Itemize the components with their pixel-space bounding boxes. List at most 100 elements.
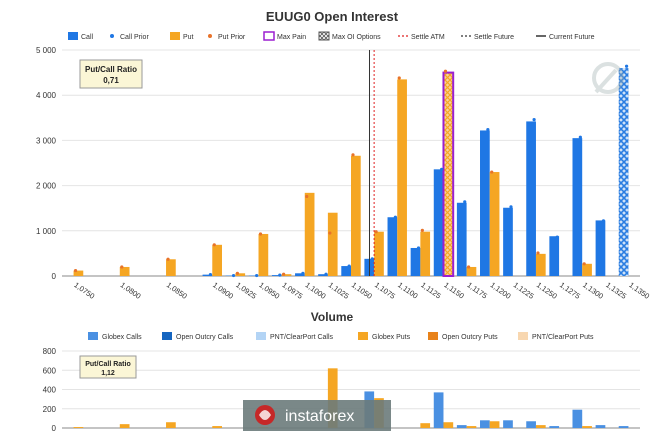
legend-swatch bbox=[358, 332, 368, 340]
volume-chart-title: Volume bbox=[311, 310, 354, 324]
oi-put-prior-dot bbox=[398, 76, 401, 79]
oi-legend-item-settle-future: Settle Future bbox=[461, 34, 514, 41]
oi-call-bar bbox=[503, 208, 513, 276]
legend-swatch bbox=[256, 332, 266, 340]
oi-legend-item-max-pain: Max Pain bbox=[264, 32, 306, 41]
oi-call-prior-dot bbox=[440, 168, 443, 171]
volume-ytick-label: 800 bbox=[43, 347, 57, 356]
oi-legend-item-settle-atm: Settle ATM bbox=[398, 34, 445, 41]
oi-put-prior-dot bbox=[282, 273, 285, 276]
legend-label: Put bbox=[183, 34, 194, 41]
legend-label: PNT/ClearPort Calls bbox=[270, 334, 334, 341]
oi-put-bar bbox=[420, 232, 430, 276]
volume-legend-item-pnt-clearport-puts: PNT/ClearPort Puts bbox=[518, 332, 594, 341]
oi-legend-item-max-oi-options: Max OI Options bbox=[319, 32, 381, 41]
legend-label: Globex Puts bbox=[372, 334, 411, 341]
oi-put-bar bbox=[443, 73, 453, 276]
oi-xtick-label: 1,1025 bbox=[327, 280, 351, 301]
volume-put-bar bbox=[120, 424, 130, 428]
oi-put-prior-dot bbox=[213, 243, 216, 246]
oi-xtick-label: 1,1150 bbox=[442, 280, 466, 300]
oi-xtick-label: 1,1300 bbox=[581, 280, 605, 301]
oi-call-bar bbox=[434, 169, 444, 276]
oi-call-bar bbox=[526, 121, 536, 276]
legend-swatch bbox=[68, 32, 78, 40]
oi-put-bar bbox=[328, 213, 338, 276]
oi-put-prior-dot bbox=[120, 265, 123, 268]
volume-put-bar bbox=[420, 423, 430, 428]
chart-logo-icon bbox=[594, 64, 622, 92]
volume-legend-item-globex-calls: Globex Calls bbox=[88, 332, 142, 341]
oi-put-prior-dot bbox=[166, 258, 169, 261]
volume-legend-item-pnt-clearport-calls: PNT/ClearPort Calls bbox=[256, 332, 334, 341]
oi-call-prior-dot bbox=[533, 118, 536, 121]
legend-swatch bbox=[88, 332, 98, 340]
instaforex-logo-icon bbox=[255, 405, 275, 425]
volume-call-bar bbox=[503, 420, 513, 428]
oi-xtick-label: 1,1200 bbox=[489, 280, 513, 301]
volume-call-bar bbox=[457, 425, 467, 428]
oi-xtick-label: 1,0750 bbox=[72, 280, 96, 301]
oi-xtick-label: 1,1350 bbox=[627, 280, 651, 301]
volume-call-bar bbox=[549, 426, 559, 428]
oi-xtick-label: 1,1250 bbox=[535, 280, 559, 301]
oi-put-bar bbox=[305, 193, 315, 276]
oi-xtick-label: 1,0800 bbox=[119, 280, 143, 301]
oi-reference-lines bbox=[369, 50, 374, 276]
legend-label: Max OI Options bbox=[332, 34, 381, 41]
oi-call-prior-dot bbox=[371, 257, 374, 260]
volume-legend-item-globex-puts: Globex Puts bbox=[358, 332, 411, 341]
oi-xtick-label: 1,0925 bbox=[234, 280, 258, 301]
oi-ytick-label: 2 000 bbox=[36, 182, 57, 191]
oi-ytick-label: 4 000 bbox=[36, 91, 57, 100]
oi-xtick-label: 1,1325 bbox=[604, 280, 628, 301]
oi-chart-title: EUUG0 Open Interest bbox=[266, 9, 399, 24]
legend-label: Settle ATM bbox=[411, 34, 445, 41]
oi-ratio-value: 0,71 bbox=[103, 76, 119, 85]
volume-legend-item-open-outcry-calls: Open Outcry Calls bbox=[162, 332, 234, 341]
oi-put-bar bbox=[212, 245, 222, 276]
oi-xtick-label: 1,1050 bbox=[350, 280, 374, 301]
oi-call-prior-dot bbox=[394, 216, 397, 219]
volume-put-bar bbox=[212, 426, 222, 428]
oi-put-prior-dot bbox=[74, 269, 77, 272]
volume-ratio-box: Put/Call Ratio 1,12 bbox=[80, 356, 136, 378]
volume-ytick-label: 400 bbox=[43, 386, 57, 395]
oi-put-prior-dot bbox=[444, 70, 447, 73]
legend-label: PNT/ClearPort Puts bbox=[532, 334, 594, 341]
oi-legend: Call Call Prior Put Put Prior Max Pain Max OI… bbox=[68, 32, 595, 41]
legend-label: Open Outcry Puts bbox=[442, 334, 498, 341]
legend-label: Current Future bbox=[549, 34, 595, 41]
volume-put-bar bbox=[166, 422, 176, 428]
oi-xtick-label: 1,0950 bbox=[257, 280, 281, 301]
oi-xtick-label: 1,0850 bbox=[165, 280, 189, 301]
legend-swatch bbox=[208, 34, 212, 38]
legend-label: Put Prior bbox=[218, 34, 246, 41]
oi-call-bar bbox=[457, 203, 467, 276]
oi-call-prior-dot bbox=[463, 200, 466, 203]
volume-put-bar bbox=[443, 422, 453, 428]
legend-label: Settle Future bbox=[474, 34, 514, 41]
oi-put-bar bbox=[166, 259, 176, 276]
oi-legend-item-put-prior: Put Prior bbox=[208, 34, 246, 41]
oi-xtick-label: 1,1275 bbox=[558, 280, 582, 301]
oi-legend-item-put: Put bbox=[170, 32, 194, 41]
oi-put-prior-dot bbox=[328, 231, 331, 234]
oi-call-prior-dot bbox=[579, 136, 582, 139]
legend-swatch bbox=[170, 32, 180, 40]
oi-call-prior-dot bbox=[232, 274, 235, 277]
oi-bars bbox=[74, 68, 629, 276]
legend-swatch bbox=[110, 34, 114, 38]
oi-put-bar bbox=[259, 234, 269, 276]
oi-xtick-label: 1,1100 bbox=[396, 280, 420, 300]
oi-put-prior-dot bbox=[259, 232, 262, 235]
volume-put-bar bbox=[490, 421, 500, 428]
oi-ratio-title: Put/Call Ratio bbox=[85, 65, 137, 74]
legend-swatch bbox=[319, 32, 329, 40]
legend-label: Call Prior bbox=[120, 34, 149, 41]
oi-put-bar bbox=[582, 264, 592, 276]
oi-legend-item-call: Call bbox=[68, 32, 94, 41]
oi-ytick-label: 0 bbox=[52, 272, 57, 281]
